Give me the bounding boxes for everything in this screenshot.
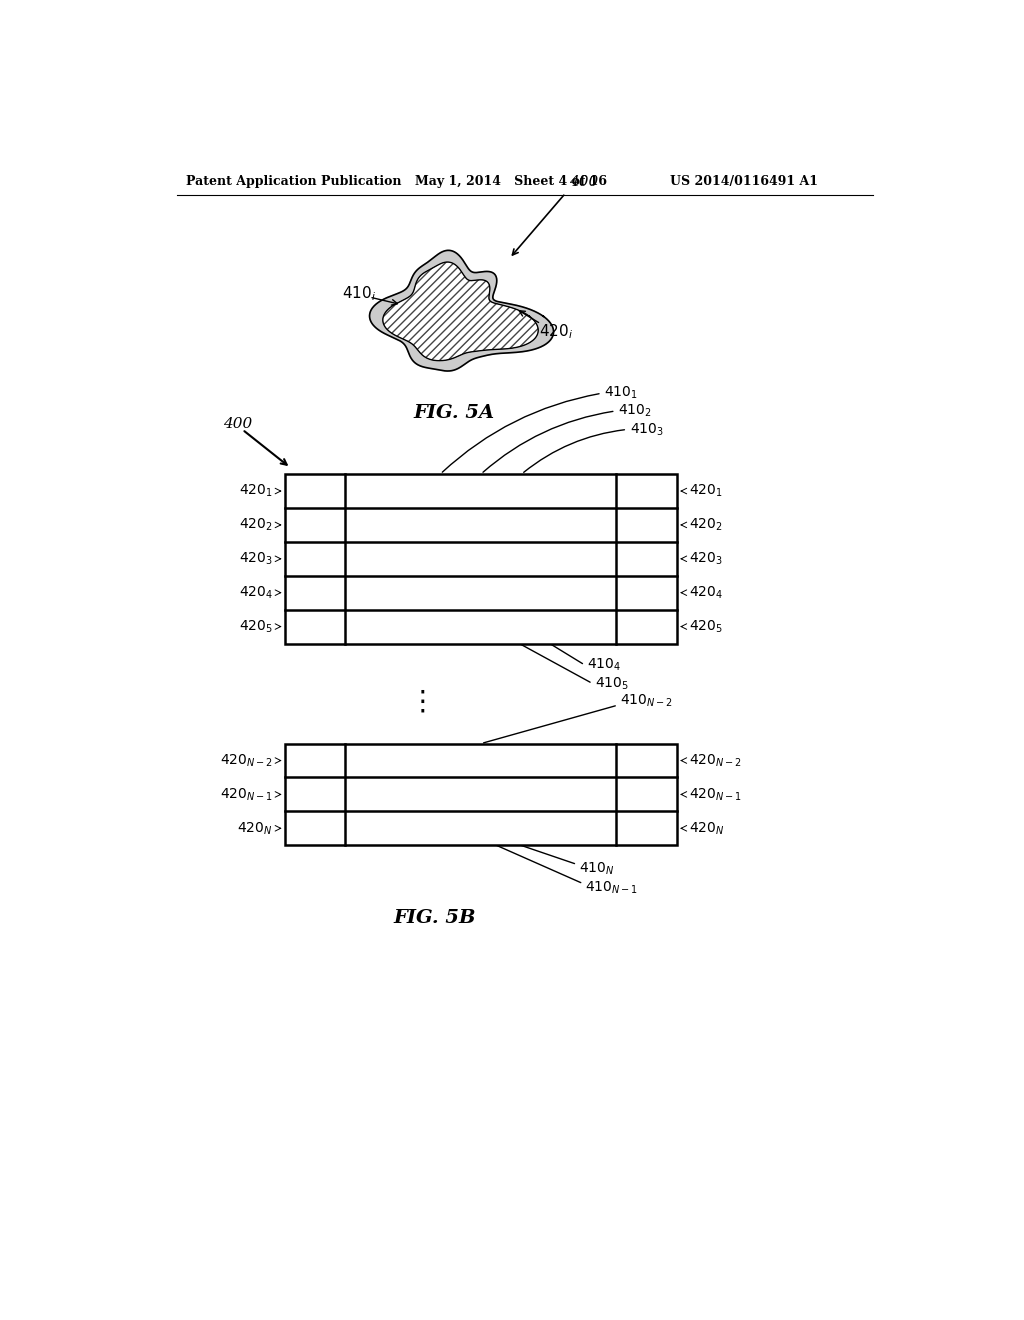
Polygon shape [383, 261, 539, 360]
Text: $420_2$: $420_2$ [240, 516, 273, 533]
Text: FIG. 5A: FIG. 5A [414, 404, 495, 421]
Text: $420_{N-1}$: $420_{N-1}$ [220, 787, 273, 803]
Polygon shape [370, 251, 554, 371]
Text: Patent Application Publication: Patent Application Publication [186, 176, 401, 187]
Text: May 1, 2014   Sheet 4 of 16: May 1, 2014 Sheet 4 of 16 [416, 176, 607, 187]
Text: $410_N$: $410_N$ [579, 861, 614, 876]
Text: $410_5$: $410_5$ [595, 676, 629, 692]
Text: $410_2$: $410_2$ [617, 403, 652, 420]
Text: $420_4$: $420_4$ [239, 585, 273, 601]
Text: $420_4$: $420_4$ [689, 585, 723, 601]
Text: $410_i$: $410_i$ [342, 284, 377, 302]
Text: $420_{N-1}$: $420_{N-1}$ [689, 787, 741, 803]
Bar [285, 743, 677, 845]
Text: $420_5$: $420_5$ [239, 618, 273, 635]
Text: $420_{N-2}$: $420_{N-2}$ [220, 752, 273, 768]
Text: $410_4$: $410_4$ [587, 657, 622, 673]
Text: $410_3$: $410_3$ [630, 421, 664, 438]
Text: 400: 400 [223, 417, 252, 432]
Text: $410_{N-1}$: $410_{N-1}$ [585, 879, 638, 896]
Text: $410_{N-2}$: $410_{N-2}$ [620, 693, 673, 709]
Text: $420_N$: $420_N$ [238, 820, 273, 837]
Text: FIG. 5B: FIG. 5B [393, 909, 476, 928]
Text: $420_3$: $420_3$ [239, 550, 273, 568]
Text: $420_1$: $420_1$ [240, 483, 273, 499]
Text: $420_N$: $420_N$ [689, 820, 724, 837]
Text: $420_2$: $420_2$ [689, 516, 723, 533]
Text: US 2014/0116491 A1: US 2014/0116491 A1 [670, 176, 817, 187]
Bar [285, 474, 677, 644]
Polygon shape [383, 261, 539, 360]
Text: 400: 400 [569, 176, 599, 189]
Text: $420_1$: $420_1$ [689, 483, 723, 499]
Text: $420_5$: $420_5$ [689, 618, 723, 635]
Text: ⋮: ⋮ [409, 688, 436, 715]
Text: $410_1$: $410_1$ [604, 385, 638, 401]
Text: $420_3$: $420_3$ [689, 550, 723, 568]
Text: $420_i$: $420_i$ [539, 322, 572, 341]
Text: $420_{N-2}$: $420_{N-2}$ [689, 752, 741, 768]
